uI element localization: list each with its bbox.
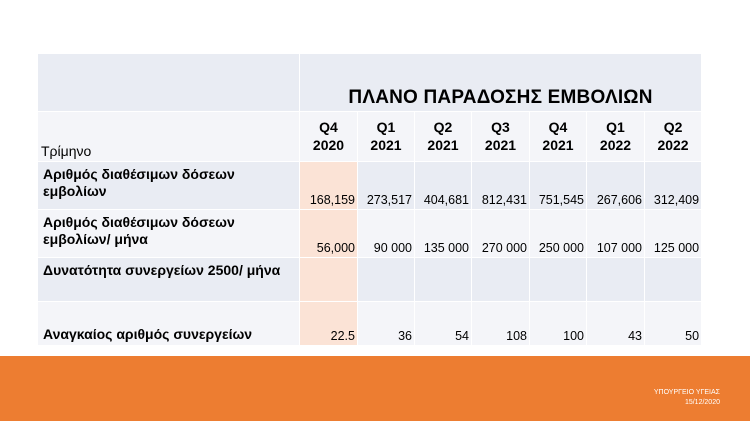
table-cell: 108 xyxy=(471,301,530,346)
period-header: Q2 2022 xyxy=(643,111,703,162)
table-row: Αριθμός διαθέσιμων δόσεων εμβολίων/ μήνα… xyxy=(37,209,703,258)
table-cell: 90 000 xyxy=(357,209,415,258)
table-cell xyxy=(471,257,530,302)
table-cell: 135 000 xyxy=(414,209,472,258)
table-cell xyxy=(529,257,587,302)
period-header: Q4 2021 xyxy=(529,111,587,162)
footer-text: ΥΠΟΥΡΓΕΙΟ ΥΓΕΙΑΣ 15/12/2020 xyxy=(654,388,720,408)
table-row: Αριθμός διαθέσιμων δόσεων εμβολίων 168,1… xyxy=(37,161,703,210)
footer-date: 15/12/2020 xyxy=(684,399,720,406)
table-cell: 107 000 xyxy=(586,209,645,258)
table-cell: 404,681 xyxy=(414,161,472,210)
header-row: Τρίμηνο Q4 2020 Q1 2021 Q2 2021 Q3 2021 Q4 20… xyxy=(37,111,703,162)
footer-org: ΥΠΟΥΡΓΕΙΟ ΥΓΕΙΑΣ xyxy=(653,389,720,396)
quarter-header-label: Τρίμηνο xyxy=(37,111,300,162)
table-cell: 168,159 xyxy=(299,161,358,210)
table-row: Αναγκαίος αριθμός συνεργείων 22.5 36 54 … xyxy=(37,301,703,346)
period-header: Q2 2021 xyxy=(414,111,472,162)
table-cell: 267,606 xyxy=(586,161,645,210)
table-cell: 312,409 xyxy=(643,161,703,210)
title-row: ΠΛΑΝΟ ΠΑΡΑΔΟΣΗΣ ΕΜΒΟΛΙΩΝ xyxy=(37,53,703,112)
title-corner-cell xyxy=(37,53,300,112)
table-cell: 54 xyxy=(414,301,472,346)
table-row: Δυνατότητα συνεργείων 2500/ μήνα xyxy=(37,257,703,302)
table-cell: 22.5 xyxy=(299,301,358,346)
table-cell: 43 xyxy=(586,301,645,346)
table-cell: 273,517 xyxy=(357,161,415,210)
table-cell: 125 000 xyxy=(643,209,703,258)
footer-bar: ΥΠΟΥΡΓΕΙΟ ΥΓΕΙΑΣ 15/12/2020 xyxy=(0,356,750,421)
vaccine-delivery-table: ΠΛΑΝΟ ΠΑΡΑΔΟΣΗΣ ΕΜΒΟΛΙΩΝ Τρίμηνο Q4 2020 … xyxy=(37,53,703,346)
title-cell: ΠΛΑΝΟ ΠΑΡΑΔΟΣΗΣ ΕΜΒΟΛΙΩΝ xyxy=(298,53,703,112)
table-cell: 751,545 xyxy=(529,161,587,210)
table-cell xyxy=(586,257,645,302)
table-cell xyxy=(643,257,703,302)
table-title: ΠΛΑΝΟ ΠΑΡΑΔΟΣΗΣ ΕΜΒΟΛΙΩΝ xyxy=(348,87,653,108)
row-label: Δυνατότητα συνεργείων 2500/ μήνα xyxy=(37,257,300,302)
table-cell: 250 000 xyxy=(529,209,587,258)
table-cell xyxy=(357,257,415,302)
period-header: Q4 2020 xyxy=(299,111,358,162)
row-label: Αναγκαίος αριθμός συνεργείων xyxy=(37,301,300,346)
period-header: Q1 2022 xyxy=(586,111,645,162)
table-cell xyxy=(299,257,358,302)
table-cell: 56,000 xyxy=(299,209,358,258)
table-cell: 270 000 xyxy=(471,209,530,258)
table-cell: 50 xyxy=(643,301,703,346)
period-header: Q3 2021 xyxy=(471,111,530,162)
table-cell xyxy=(414,257,472,302)
row-label: Αριθμός διαθέσιμων δόσεων εμβολίων/ μήνα xyxy=(37,209,300,258)
row-label: Αριθμός διαθέσιμων δόσεων εμβολίων xyxy=(37,161,300,210)
table-cell: 36 xyxy=(357,301,415,346)
period-header: Q1 2021 xyxy=(357,111,415,162)
table-cell: 100 xyxy=(529,301,587,346)
table-cell: 812,431 xyxy=(471,161,530,210)
